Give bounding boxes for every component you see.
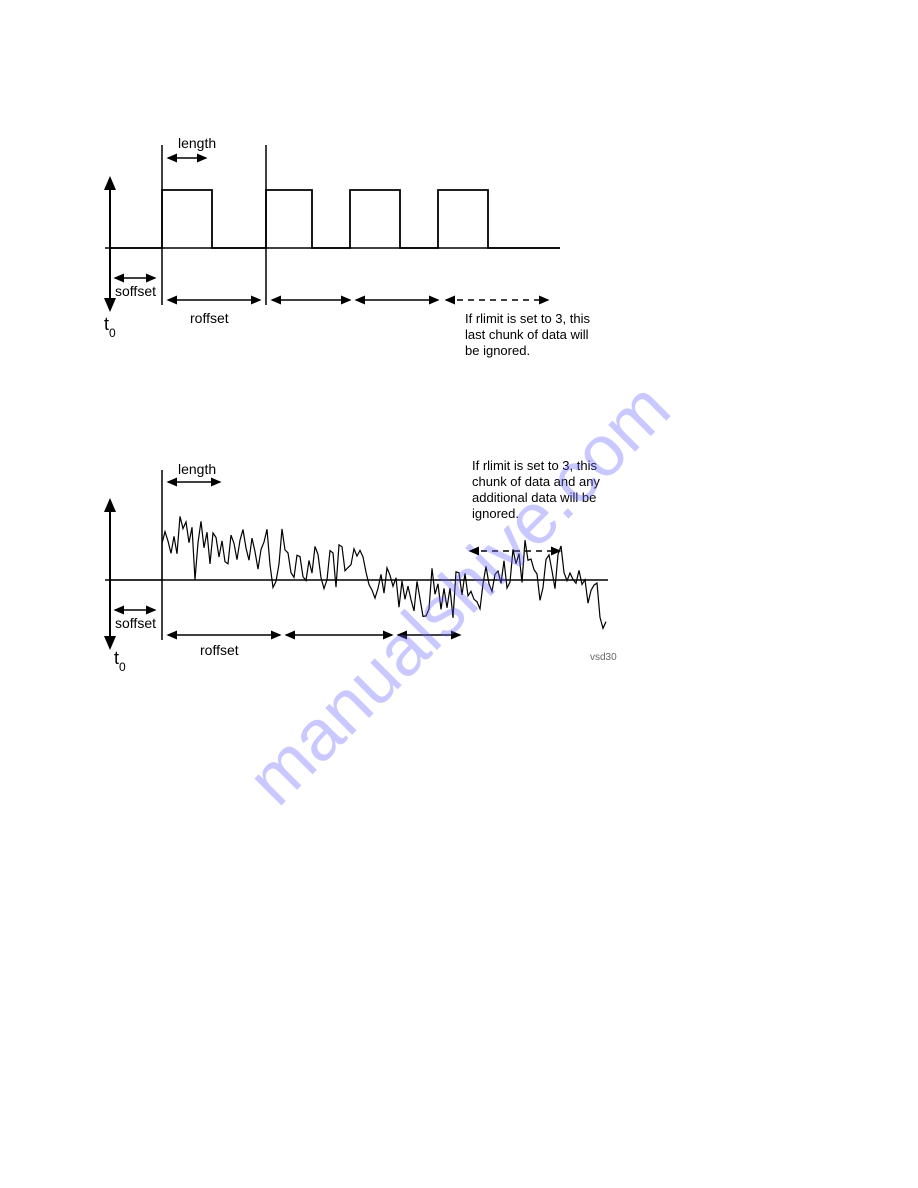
svg-text:additional data will be: additional data will be xyxy=(472,490,596,505)
svg-text:chunk of data and any: chunk of data and any xyxy=(472,474,600,489)
svg-text:If rlimit is set to 3, this: If rlimit is set to 3, this xyxy=(472,458,597,473)
svg-text:length: length xyxy=(178,461,216,477)
svg-text:ignored.: ignored. xyxy=(472,506,519,521)
svg-text:t0: t0 xyxy=(104,314,116,340)
diagram-canvas: length soffset roffset t0 If rlimit is set t… xyxy=(0,0,918,1188)
svg-text:t0: t0 xyxy=(114,648,126,674)
svg-text:vsd30: vsd30 xyxy=(590,652,617,663)
svg-text:If rlimit is set to 3, this: If rlimit is set to 3, this xyxy=(465,311,590,326)
svg-text:roffset: roffset xyxy=(200,642,239,658)
diagram-1: length soffset roffset t0 If rlimit is set t… xyxy=(104,135,590,358)
svg-text:roffset: roffset xyxy=(190,310,229,326)
svg-text:length: length xyxy=(178,135,216,151)
svg-text:soffset: soffset xyxy=(115,283,156,299)
svg-text:last chunk of data will: last chunk of data will xyxy=(465,327,589,342)
svg-text:soffset: soffset xyxy=(115,615,156,631)
diagram-2: length soffset roffset vsd30 t0 If rlimit is … xyxy=(105,458,617,674)
svg-text:be ignored.: be ignored. xyxy=(465,343,530,358)
